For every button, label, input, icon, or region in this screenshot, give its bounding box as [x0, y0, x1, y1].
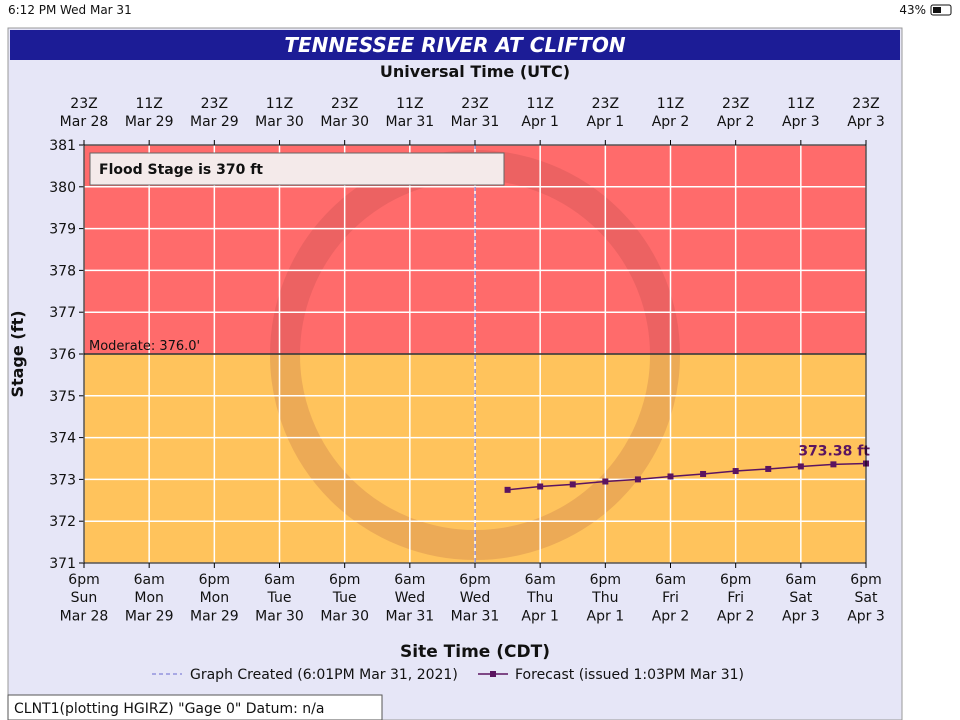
forecast-line [507, 462, 867, 491]
status-battery: 43% [899, 3, 926, 17]
flood-note-box [89, 152, 505, 186]
y-tick-label: 371 [49, 556, 76, 572]
threshold-label: Moderate: 376.0' [89, 339, 200, 354]
chart-title: TENNESSEE RIVER AT CLIFTON [284, 33, 626, 57]
title-bar [10, 30, 900, 60]
forecast-point [537, 483, 544, 490]
x2-tick-label: 23Z Mar 30 [320, 96, 369, 130]
status-date: Wed Mar 31 [60, 3, 132, 17]
x-tick-label: 6am Fri Apr 2 [652, 572, 690, 624]
forecast-point [569, 481, 576, 488]
forecast-point [797, 463, 804, 470]
x-tick-label: 6am Mon Mar 29 [125, 572, 174, 624]
footer-box [7, 694, 383, 720]
x2-tick-label: 11Z Apr 2 [652, 96, 690, 130]
x2-tick-label: 23Z Apr 3 [847, 96, 885, 130]
x-tick-label: 6pm Wed Mar 31 [451, 572, 500, 624]
y-tick-label: 380 [49, 180, 76, 196]
forecast-point [765, 465, 772, 472]
x-tick-label: 6pm Mon Mar 29 [190, 572, 239, 624]
forecast-point [602, 478, 609, 485]
x2-tick-label: 23Z Apr 2 [717, 96, 755, 130]
legend-marker [490, 671, 496, 677]
x2-tick-label: 11Z Apr 3 [782, 96, 820, 130]
y-tick-label: 372 [49, 514, 76, 530]
x-tick-label: 6am Tue Mar 30 [255, 572, 304, 624]
status-time: 6:12 PM [8, 3, 56, 17]
y-tick-label: 375 [49, 389, 76, 405]
y-axis-title: Stage (ft) [8, 310, 27, 397]
forecast-point [732, 468, 739, 475]
x-tick-label: 6pm Tue Mar 30 [320, 572, 369, 624]
y-tick-label: 378 [49, 263, 76, 279]
forecast-point [700, 470, 707, 477]
battery-icon [930, 4, 952, 16]
x2-tick-label: 11Z Mar 29 [125, 96, 174, 130]
x2-tick-label: 23Z Mar 28 [60, 96, 109, 130]
forecast-point [830, 461, 837, 468]
x2-tick-label: 11Z Apr 1 [521, 96, 559, 130]
y-tick-label: 379 [49, 222, 76, 238]
y-tick-label: 377 [49, 305, 76, 321]
x-tick-label: 6pm Thu Apr 1 [587, 572, 625, 624]
x2-tick-label: 11Z Mar 31 [385, 96, 434, 130]
x-axis-title: Site Time (CDT) [400, 642, 550, 662]
forecast-point [634, 476, 641, 483]
x-tick-label: 6pm Sun Mar 28 [60, 572, 109, 624]
annotation: 373.38 ft [798, 444, 870, 460]
flood-note: Flood Stage is 370 ft [99, 162, 263, 178]
x-tick-label: 6am Sat Apr 3 [782, 572, 820, 624]
x2-tick-label: 11Z Mar 30 [255, 96, 304, 130]
x2-tick-label: 23Z Mar 31 [451, 96, 500, 130]
y-tick-label: 381 [49, 138, 76, 154]
y-tick-label: 376 [49, 347, 76, 363]
x2-axis-title: Universal Time (UTC) [380, 62, 570, 81]
legend-label: Forecast (issued 1:03PM Mar 31) [515, 667, 744, 683]
forecast-point [504, 486, 511, 493]
y-tick-label: 373 [49, 472, 76, 488]
x-tick-label: 6pm Fri Apr 2 [717, 572, 755, 624]
plot-border [83, 144, 867, 564]
x-tick-label: 6am Thu Apr 1 [521, 572, 559, 624]
x2-tick-label: 23Z Mar 29 [190, 96, 239, 130]
legend-created: Graph Created (6:01PM Mar 31, 2021) [190, 667, 458, 683]
x2-tick-label: 23Z Apr 1 [587, 96, 625, 130]
footer: CLNT1(plotting HGIRZ) "Gage 0" Datum: n/… [14, 701, 324, 717]
x-tick-label: 6am Wed Mar 31 [385, 572, 434, 624]
x-tick-label: 6pm Sat Apr 3 [847, 572, 885, 624]
y-tick-label: 374 [49, 431, 76, 447]
battery-level [933, 7, 941, 13]
forecast-point [667, 473, 674, 480]
